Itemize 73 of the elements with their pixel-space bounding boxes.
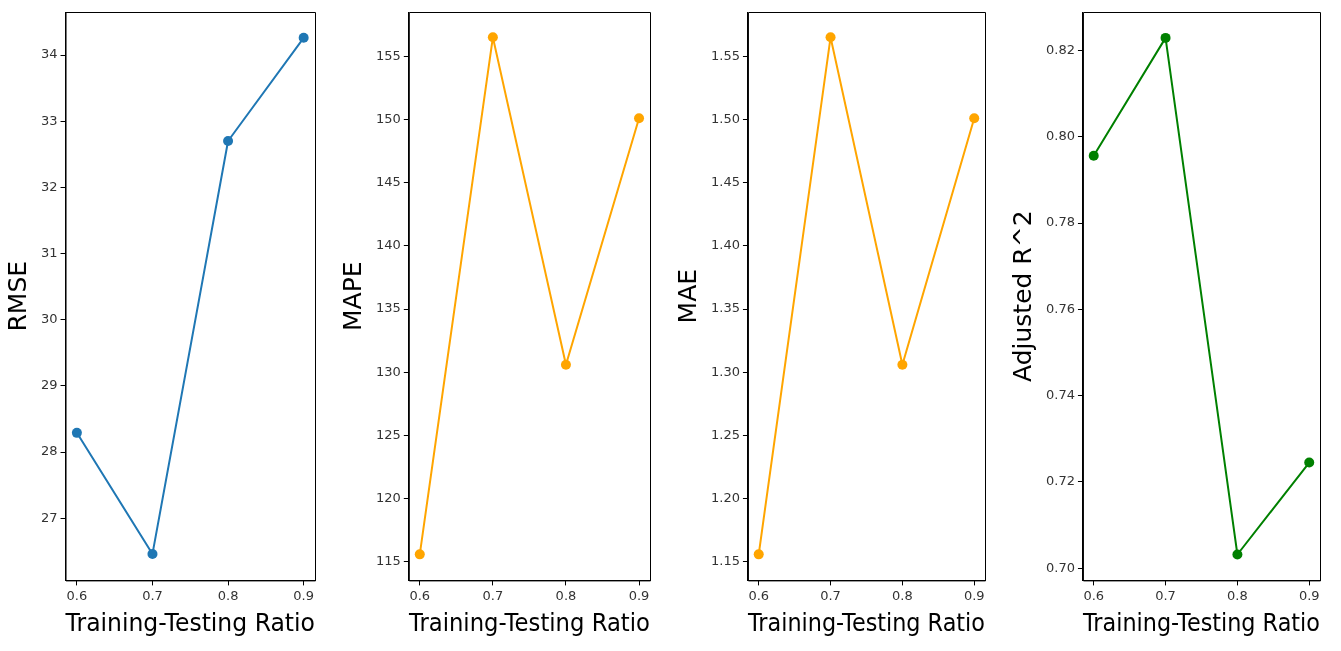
point — [897, 359, 908, 370]
point — [71, 427, 82, 438]
y-tick-label: 1.20 — [710, 490, 740, 506]
x-tick-label: 0.9 — [293, 587, 314, 603]
y-tick-label: 0.76 — [1045, 300, 1075, 316]
y-tick-label: 0.82 — [1045, 41, 1075, 57]
point — [223, 136, 234, 147]
y-tick-label: 0.80 — [1045, 128, 1075, 144]
y-tick-label: 30 — [41, 311, 58, 327]
y-tick-label: 31 — [41, 244, 58, 260]
y-tick-label: 28 — [41, 443, 58, 459]
x-axis-title: Training-Testing Ratio — [64, 606, 315, 637]
point — [634, 113, 645, 124]
y-tick-label: 1.45 — [710, 174, 740, 190]
x-tick-label: 0.6 — [66, 587, 88, 603]
y-tick-label: 0.70 — [1045, 559, 1075, 575]
x-tick-label: 0.9 — [1298, 587, 1320, 603]
y-tick-label: 115 — [375, 553, 401, 569]
point — [1088, 150, 1099, 161]
point — [753, 549, 764, 560]
y-tick-label: 27 — [41, 509, 58, 525]
point — [298, 32, 309, 43]
y-tick-label: 145 — [375, 174, 401, 190]
x-tick-label: 0.7 — [820, 587, 841, 603]
y-tick-label: 29 — [41, 377, 58, 393]
y-tick-label: 1.50 — [710, 110, 740, 126]
y-tick-label: 150 — [375, 110, 401, 126]
x-axis-title: Training-Testing Ratio — [1082, 607, 1320, 637]
x-tick-label: 0.8 — [217, 587, 239, 603]
y-tick-label: 0.78 — [1045, 214, 1075, 230]
x-tick-label: 0.7 — [482, 587, 504, 603]
point — [147, 548, 158, 559]
x-tick-label: 0.9 — [963, 587, 985, 603]
x-tick-label: 0.8 — [892, 587, 913, 603]
x-tick-label: 0.6 — [1083, 587, 1105, 603]
y-axis-title: RMSE — [2, 260, 32, 332]
y-tick-label: 0.72 — [1045, 473, 1075, 489]
point — [487, 32, 498, 43]
y-tick-label: 1.35 — [710, 300, 740, 316]
y-tick-label: 120 — [375, 490, 401, 506]
x-tick-label: 0.7 — [1155, 587, 1176, 603]
x-tick-label: 0.7 — [142, 587, 163, 603]
point — [414, 549, 425, 560]
y-tick-label: 155 — [375, 47, 401, 63]
y-tick-label: 1.30 — [710, 363, 740, 379]
y-tick-label: 1.15 — [710, 553, 740, 569]
y-tick-label: 33 — [41, 112, 58, 128]
y-tick-label: 0.74 — [1045, 387, 1075, 403]
y-tick-label: 1.25 — [710, 426, 740, 442]
x-axis-title: Training-Testing Ratio — [407, 607, 650, 637]
point — [1232, 549, 1243, 560]
point — [825, 32, 836, 43]
y-tick-label: 135 — [375, 300, 401, 316]
x-tick-label: 0.8 — [555, 587, 577, 603]
x-axis-title: Training-Testing Ratio — [747, 607, 985, 637]
y-tick-label: 32 — [41, 178, 58, 194]
y-tick-label: 1.40 — [710, 237, 740, 253]
x-tick-label: 0.6 — [409, 587, 431, 603]
y-axis-title: Adjusted R^2 — [1007, 210, 1037, 382]
y-tick-label: 130 — [375, 363, 401, 379]
y-tick-label: 34 — [41, 46, 58, 62]
point — [1304, 457, 1315, 468]
point — [969, 113, 980, 124]
y-tick-label: 1.55 — [710, 47, 740, 63]
point — [560, 359, 571, 370]
x-tick-label: 0.8 — [1227, 587, 1248, 603]
point — [1160, 32, 1171, 43]
y-axis-title: MAPE — [337, 261, 367, 331]
x-tick-label: 0.6 — [748, 587, 770, 603]
y-tick-label: 125 — [375, 426, 401, 442]
y-tick-label: 140 — [375, 237, 401, 253]
x-tick-label: 0.9 — [628, 587, 650, 603]
y-axis-title: MAE — [672, 268, 702, 324]
